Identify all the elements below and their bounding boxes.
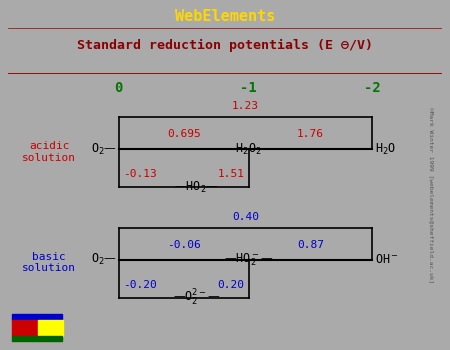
Text: 0: 0 [115, 81, 123, 95]
Bar [38, 321, 63, 336]
Bar [13, 314, 62, 320]
Text: H$_2$O: H$_2$O [375, 142, 396, 157]
Text: basic
solution: basic solution [22, 252, 76, 273]
Text: —O$_2^{2-}$—: —O$_2^{2-}$— [173, 288, 220, 308]
Text: 0.20: 0.20 [217, 280, 244, 290]
Text: 1.23: 1.23 [232, 102, 259, 111]
Text: O$_2$—: O$_2$— [90, 252, 117, 267]
Text: 0.695: 0.695 [167, 129, 201, 139]
Text: —HO$_2^-$—: —HO$_2^-$— [224, 252, 274, 268]
Text: -0.06: -0.06 [167, 240, 201, 250]
Text: -0.20: -0.20 [123, 280, 157, 290]
Text: —HO$_2$—: —HO$_2$— [175, 180, 219, 195]
Text: -1: -1 [240, 81, 257, 95]
Text: Standard reduction potentials (E ⊖/V): Standard reduction potentials (E ⊖/V) [77, 39, 373, 52]
Text: acidic
solution: acidic solution [22, 141, 76, 163]
Text: 1.76: 1.76 [297, 129, 324, 139]
Text: —H$_2$O$_2$—: —H$_2$O$_2$— [224, 142, 274, 157]
Text: -0.13: -0.13 [123, 169, 157, 179]
Text: WebElements: WebElements [175, 9, 275, 24]
Text: OH$^-$: OH$^-$ [375, 253, 399, 266]
Text: O$_2$—: O$_2$— [90, 142, 117, 157]
Text: 1.51: 1.51 [217, 169, 244, 179]
Text: 0.87: 0.87 [297, 240, 324, 250]
Text: 0.40: 0.40 [232, 212, 259, 222]
Text: ©Mark Winter 1999 [webelements@sheffield.ac.uk]: ©Mark Winter 1999 [webelements@sheffield… [428, 107, 433, 283]
Bar [13, 336, 62, 341]
Text: -2: -2 [364, 81, 381, 95]
Bar [13, 321, 38, 336]
